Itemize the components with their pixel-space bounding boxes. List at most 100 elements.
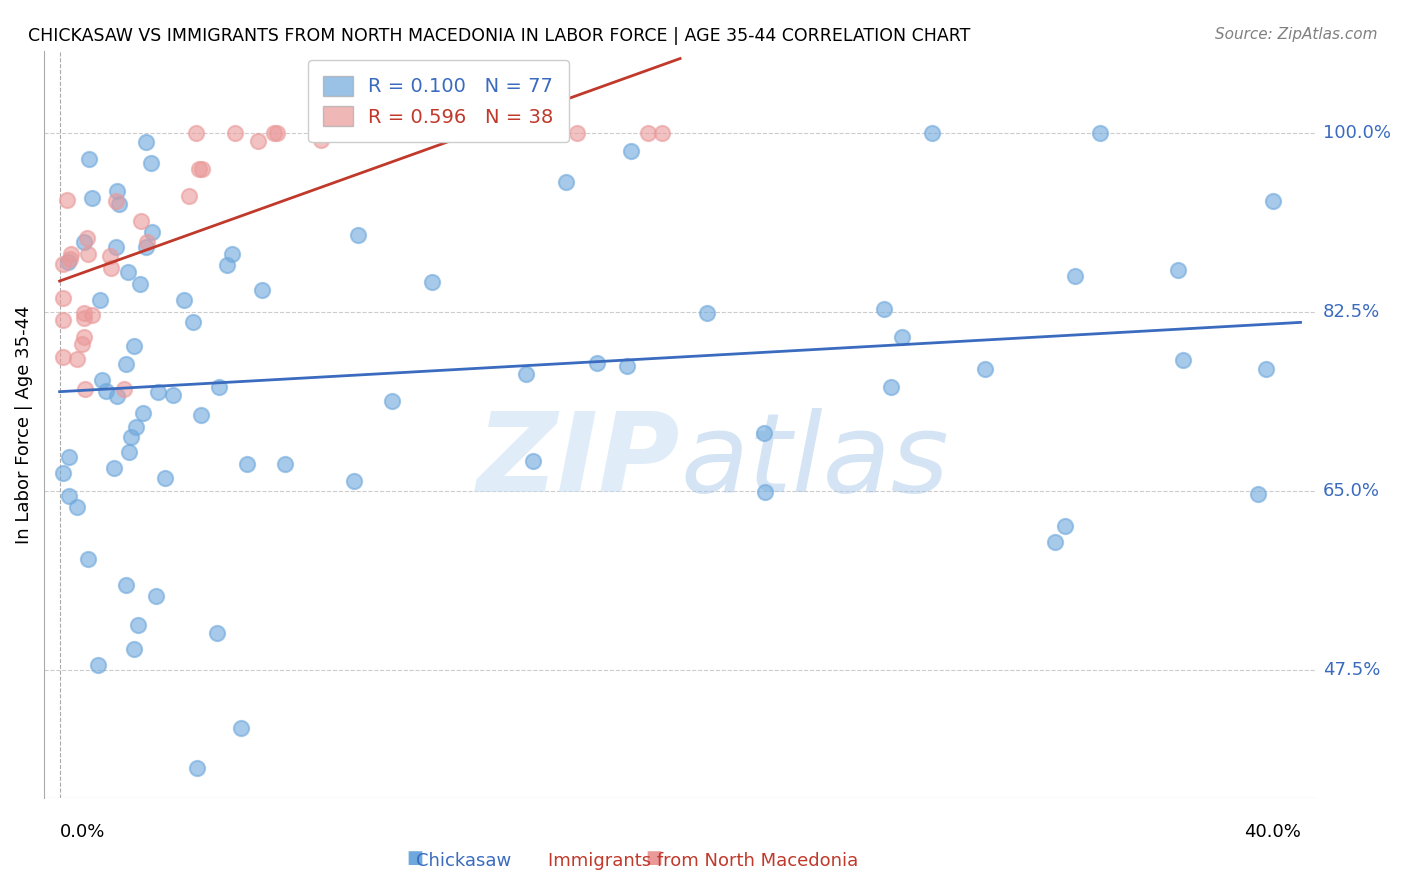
Point bbox=[117, 445, 139, 459]
Point bbox=[52, 313, 75, 327]
Point bbox=[58, 450, 80, 465]
Point bbox=[1043, 534, 1066, 549]
Point bbox=[75, 382, 97, 396]
Point bbox=[135, 235, 157, 250]
Point bbox=[555, 175, 578, 189]
Point bbox=[224, 126, 246, 140]
Point bbox=[141, 225, 163, 239]
Point bbox=[77, 552, 100, 566]
Text: CHICKASAW VS IMMIGRANTS FROM NORTH MACEDONIA IN LABOR FORCE | AGE 35-44 CORRELAT: CHICKASAW VS IMMIGRANTS FROM NORTH MACED… bbox=[28, 27, 970, 45]
Point bbox=[188, 162, 211, 177]
Point bbox=[117, 265, 139, 279]
Point bbox=[52, 257, 75, 271]
Point bbox=[148, 384, 170, 399]
Text: Chickasaw: Chickasaw bbox=[416, 852, 512, 870]
Point bbox=[263, 126, 285, 140]
Text: atlas: atlas bbox=[681, 409, 949, 516]
Point bbox=[98, 248, 121, 262]
Point bbox=[107, 184, 129, 198]
Point bbox=[76, 231, 98, 245]
Point bbox=[82, 191, 104, 205]
Text: 65.0%: 65.0% bbox=[1323, 482, 1381, 500]
Point bbox=[153, 471, 176, 485]
Point bbox=[208, 380, 231, 394]
Legend: R = 0.100   N = 77, R = 0.596   N = 38: R = 0.100 N = 77, R = 0.596 N = 38 bbox=[308, 61, 569, 143]
Point bbox=[381, 393, 404, 408]
Point bbox=[585, 356, 607, 370]
Point bbox=[342, 474, 364, 488]
Point bbox=[103, 461, 125, 475]
Point bbox=[515, 368, 537, 382]
Point bbox=[145, 589, 167, 603]
Point bbox=[79, 152, 101, 166]
Point bbox=[100, 260, 122, 275]
Point bbox=[309, 133, 332, 147]
Point bbox=[181, 315, 204, 329]
Point bbox=[620, 144, 643, 158]
Point bbox=[52, 466, 75, 480]
Point bbox=[124, 339, 146, 353]
Point bbox=[56, 255, 79, 269]
Point bbox=[1064, 268, 1087, 283]
Point bbox=[135, 135, 157, 149]
Point bbox=[1090, 126, 1112, 140]
Point bbox=[135, 240, 157, 254]
Point bbox=[80, 308, 103, 322]
Point bbox=[207, 625, 229, 640]
Point bbox=[129, 277, 152, 292]
Point bbox=[246, 134, 269, 148]
Point bbox=[1171, 352, 1194, 367]
Point bbox=[66, 500, 89, 514]
Point bbox=[754, 426, 776, 441]
Point bbox=[96, 384, 118, 398]
Point bbox=[127, 618, 149, 632]
Point bbox=[544, 126, 567, 140]
Point bbox=[1053, 519, 1076, 533]
Point bbox=[173, 293, 195, 308]
Point bbox=[1167, 262, 1189, 277]
Point bbox=[141, 156, 163, 170]
Point bbox=[132, 406, 155, 420]
Point bbox=[105, 389, 128, 403]
Point bbox=[105, 194, 128, 209]
Text: ■: ■ bbox=[645, 849, 662, 867]
Point bbox=[754, 484, 776, 499]
Point bbox=[131, 213, 153, 227]
Point bbox=[87, 658, 110, 673]
Text: 100.0%: 100.0% bbox=[1323, 124, 1391, 142]
Point bbox=[565, 126, 588, 140]
Text: 47.5%: 47.5% bbox=[1323, 661, 1381, 680]
Point bbox=[186, 761, 208, 775]
Point bbox=[179, 189, 201, 203]
Point bbox=[184, 126, 207, 140]
Point bbox=[873, 301, 896, 316]
Point bbox=[370, 126, 392, 140]
Point bbox=[124, 641, 146, 656]
Point bbox=[236, 457, 259, 471]
Point bbox=[77, 247, 100, 261]
Point bbox=[115, 578, 138, 592]
Point bbox=[274, 457, 297, 471]
Text: 0.0%: 0.0% bbox=[59, 823, 105, 841]
Point bbox=[114, 358, 136, 372]
Point bbox=[616, 359, 638, 373]
Point bbox=[73, 311, 96, 326]
Point bbox=[696, 306, 718, 320]
Point bbox=[108, 197, 131, 211]
Point bbox=[70, 336, 93, 351]
Point bbox=[231, 721, 253, 735]
Point bbox=[217, 258, 239, 272]
Point bbox=[890, 330, 912, 344]
Point bbox=[420, 275, 443, 289]
Text: ■: ■ bbox=[406, 849, 423, 867]
Point bbox=[66, 352, 89, 367]
Point bbox=[450, 126, 472, 140]
Point bbox=[973, 361, 995, 376]
Point bbox=[651, 126, 673, 140]
Point bbox=[221, 246, 243, 260]
Point bbox=[1263, 194, 1285, 208]
Point bbox=[73, 330, 96, 344]
Point bbox=[637, 126, 659, 140]
Point bbox=[73, 306, 96, 320]
Point bbox=[52, 350, 75, 364]
